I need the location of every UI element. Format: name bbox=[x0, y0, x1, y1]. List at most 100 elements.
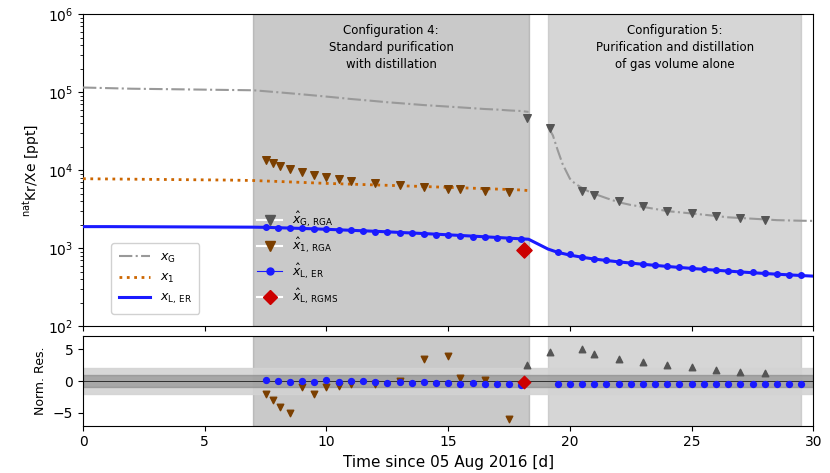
Point bbox=[478, 380, 491, 387]
Point bbox=[575, 187, 588, 194]
Point bbox=[369, 380, 382, 388]
Point bbox=[320, 384, 333, 391]
Point bbox=[794, 380, 808, 387]
Point bbox=[442, 379, 455, 387]
Point bbox=[588, 192, 601, 199]
Bar bbox=[548, 336, 801, 426]
Point bbox=[308, 378, 321, 385]
Point bbox=[417, 184, 431, 191]
Point bbox=[648, 380, 662, 387]
Point bbox=[295, 169, 309, 176]
Point bbox=[612, 198, 625, 205]
Point bbox=[308, 171, 321, 179]
Point bbox=[491, 380, 504, 387]
Point bbox=[283, 409, 296, 417]
Point bbox=[271, 377, 285, 385]
Y-axis label: $^{\mathrm{nat}}$Kr/Xe [ppt]: $^{\mathrm{nat}}$Kr/Xe [ppt] bbox=[22, 124, 42, 217]
Point bbox=[685, 210, 698, 217]
Point bbox=[266, 396, 280, 404]
Point bbox=[673, 380, 686, 387]
Point bbox=[283, 165, 296, 173]
Point bbox=[320, 174, 333, 181]
Point bbox=[283, 378, 296, 385]
Point bbox=[502, 380, 515, 388]
Point bbox=[600, 380, 613, 387]
Point bbox=[274, 403, 287, 411]
Point bbox=[612, 355, 625, 363]
Point bbox=[758, 370, 771, 377]
Point bbox=[661, 380, 674, 388]
Bar bbox=[83, 375, 813, 387]
Point bbox=[417, 378, 431, 386]
Point bbox=[344, 380, 358, 388]
Point bbox=[734, 368, 747, 375]
Point bbox=[442, 352, 455, 359]
Point bbox=[259, 390, 272, 398]
Point bbox=[259, 377, 272, 384]
Point bbox=[295, 377, 309, 385]
Point bbox=[746, 380, 759, 387]
Bar bbox=[548, 14, 801, 326]
Point bbox=[544, 124, 557, 131]
Point bbox=[770, 380, 784, 387]
Point bbox=[544, 349, 557, 356]
Point bbox=[344, 177, 358, 185]
Point bbox=[758, 380, 771, 388]
Point bbox=[417, 355, 431, 363]
Point bbox=[393, 377, 406, 385]
Point bbox=[575, 380, 588, 387]
Point bbox=[478, 376, 491, 384]
Point bbox=[320, 377, 333, 384]
Point bbox=[661, 361, 674, 369]
Point bbox=[454, 374, 467, 382]
Point bbox=[295, 384, 309, 391]
Text: Configuration 5:
Purification and distillation
of gas volume alone: Configuration 5: Purification and distil… bbox=[596, 24, 754, 70]
Point bbox=[442, 185, 455, 193]
Point bbox=[520, 361, 534, 369]
Bar bbox=[253, 14, 529, 326]
Point bbox=[454, 380, 467, 387]
Point bbox=[588, 380, 601, 388]
Bar bbox=[253, 336, 529, 426]
Point bbox=[466, 379, 479, 387]
Point bbox=[332, 378, 345, 385]
Point bbox=[612, 380, 625, 388]
Point bbox=[259, 157, 272, 164]
Point bbox=[356, 377, 369, 385]
Point bbox=[721, 380, 735, 387]
Point bbox=[502, 188, 515, 196]
Y-axis label: Norm. Res.: Norm. Res. bbox=[34, 347, 47, 415]
Point bbox=[393, 182, 406, 189]
Point bbox=[710, 380, 723, 388]
Point bbox=[502, 416, 515, 423]
Point bbox=[517, 378, 530, 386]
Point bbox=[564, 380, 577, 388]
Point bbox=[515, 381, 528, 389]
Point bbox=[637, 380, 650, 388]
Point bbox=[685, 380, 698, 388]
Point bbox=[783, 380, 796, 388]
Point bbox=[429, 379, 442, 387]
Point bbox=[332, 382, 345, 390]
Point bbox=[588, 350, 601, 358]
Point bbox=[478, 187, 491, 194]
Point bbox=[551, 380, 564, 388]
Point bbox=[758, 216, 771, 223]
Point bbox=[454, 185, 467, 193]
X-axis label: Time since 05 Aug 2016 [d]: Time since 05 Aug 2016 [d] bbox=[343, 455, 554, 470]
Point bbox=[575, 345, 588, 353]
Point bbox=[274, 162, 287, 169]
Point bbox=[710, 212, 723, 220]
Point bbox=[734, 380, 747, 388]
Point bbox=[661, 207, 674, 214]
Point bbox=[393, 378, 406, 386]
Point bbox=[332, 175, 345, 183]
Point bbox=[734, 214, 747, 222]
Legend: $\hat{x}_\mathrm{G,\,RGA}$, $\hat{x}_\mathrm{1,\,RGA}$, $\hat{x}_\mathrm{L,\,ER}: $\hat{x}_\mathrm{G,\,RGA}$, $\hat{x}_\ma… bbox=[250, 202, 346, 314]
Point bbox=[637, 202, 650, 210]
Point bbox=[517, 246, 530, 254]
Point bbox=[369, 180, 382, 187]
Point bbox=[685, 363, 698, 371]
Point bbox=[266, 159, 280, 166]
Text: Configuration 4:
Standard purification
with distillation: Configuration 4: Standard purification w… bbox=[329, 24, 453, 70]
